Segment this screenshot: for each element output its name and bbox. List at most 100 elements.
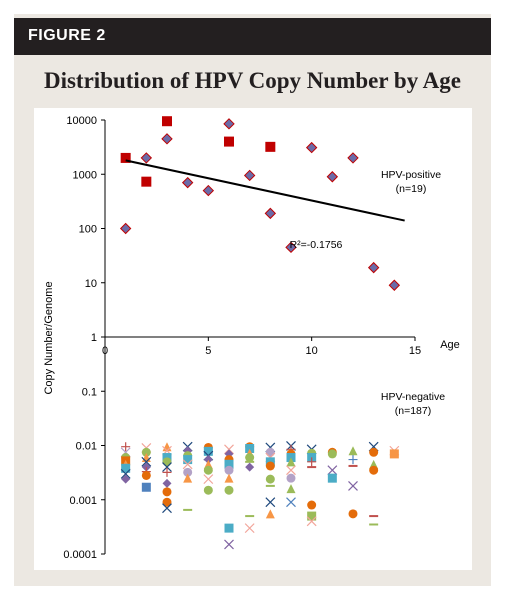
hpv-negative-point: [141, 470, 151, 480]
figure-label: FIGURE 2: [28, 27, 106, 44]
hpv-negative-point: [265, 461, 275, 471]
hpv-positive-point: [243, 169, 256, 182]
hpv-negative-point: [307, 457, 317, 467]
r-squared-label: R²=-0.1756: [290, 239, 343, 251]
hpv-negative-point: [286, 465, 296, 476]
chart-area: 10000 1000 100 10 1 0.1 0.01 0.001 0.0001 0 5 10 15 …: [34, 108, 472, 570]
hpv-negative-point: [141, 462, 151, 472]
hpv-negative-point: [162, 457, 172, 467]
hpv-positive-label: HPV-positive: [381, 169, 441, 181]
hpv-negative-point: [183, 473, 193, 483]
hpv-negative-point: [141, 456, 152, 467]
hpv-negative-point: [245, 453, 255, 463]
hpv-positive-count: (n=19): [396, 183, 427, 195]
hpv-negative-point: [203, 465, 213, 475]
hpv-negative-point: [265, 447, 275, 457]
hpv-positive-point: [119, 222, 132, 235]
hpv-positive-square-point: [265, 141, 276, 152]
hpv-negative-point: [224, 485, 234, 495]
hpv-positive-square-point: [141, 176, 152, 187]
y-tick-label: 10: [85, 278, 97, 290]
hpv-positive-point: [181, 176, 194, 189]
hpv-positive-point: [367, 261, 380, 274]
hpv-negative-point: [245, 462, 255, 472]
hpv-negative-point: [224, 459, 234, 469]
hpv-negative-point: [224, 444, 234, 455]
hpv-positive-points: [119, 116, 401, 291]
x-tick-label: 0: [102, 345, 108, 357]
hpv-negative-point: [224, 473, 234, 483]
x-tick-label: 10: [306, 345, 318, 357]
hpv-negative-point: [286, 484, 296, 494]
hpv-positive-point: [388, 279, 401, 291]
hpv-negative-point: [265, 509, 275, 519]
y-tick-label: 0.1: [82, 386, 97, 398]
y-tick-label: 100: [79, 224, 97, 236]
hpv-negative-point: [162, 462, 172, 473]
hpv-negative-point: [120, 468, 131, 479]
figure-title: Distribution of HPV Copy Number by Age: [43, 68, 462, 93]
hpv-positive-point: [223, 118, 235, 130]
y-tick-label: 1: [91, 332, 97, 344]
hpv-negative-point: [389, 449, 399, 459]
hpv-negative-point: [286, 473, 296, 483]
hpv-negative-point: [162, 442, 172, 452]
hpv-positive-square-point: [120, 152, 131, 163]
hpv-negative-point: [203, 446, 213, 456]
hpv-positive-point: [347, 152, 359, 164]
hpv-negative-point: [224, 539, 234, 550]
y-tick-label: 0.001: [69, 495, 97, 507]
hpv-negative-point: [183, 467, 193, 477]
hpv-positive-point: [264, 207, 277, 220]
hpv-negative-point: [369, 447, 379, 457]
hpv-negative-point: [307, 500, 317, 510]
hpv-negative-point: [162, 503, 172, 514]
hpv-negative-point: [327, 449, 337, 459]
hpv-negative-point: [182, 459, 193, 470]
hpv-negative-label: HPV-negative: [381, 391, 445, 403]
axes: 10000 1000 100 10 1 0.1 0.01 0.001 0.0001 0 5 10 15: [63, 115, 421, 561]
hpv-negative-point: [265, 497, 276, 508]
y-tick-label: 10000: [66, 115, 97, 127]
y-tick-label: 0.01: [76, 441, 97, 453]
hpv-negative-point: [369, 465, 379, 475]
hpv-positive-point: [326, 171, 339, 183]
hpv-positive-point: [161, 133, 173, 145]
hpv-negative-point: [141, 482, 151, 492]
hpv-negative-points: [120, 441, 400, 550]
hpv-positive-square-point: [162, 116, 172, 127]
hpv-negative-point: [203, 474, 214, 485]
hpv-negative-point: [286, 497, 296, 508]
x-tick-label: 15: [409, 345, 421, 357]
hpv-negative-point: [121, 442, 131, 452]
hpv-negative-point: [348, 480, 358, 491]
hpv-positive-point: [305, 141, 318, 154]
hpv-positive-point: [202, 184, 215, 197]
x-axis-label: Age: [440, 339, 460, 351]
y-axis-label: Copy Number/Genome: [43, 281, 55, 394]
hpv-positive-point: [285, 241, 297, 254]
hpv-negative-point: [245, 444, 255, 454]
hpv-positive-square-point: [224, 136, 234, 147]
trendline: [125, 159, 405, 222]
hpv-negative-point: [306, 516, 317, 527]
hpv-negative-point: [203, 455, 213, 465]
hpv-negative-point: [286, 457, 296, 467]
hpv-negative-point: [224, 523, 234, 533]
figure-header-bar: FIGURE 2: [14, 18, 491, 55]
hpv-negative-point: [121, 463, 131, 473]
hpv-positive-point: [140, 152, 153, 164]
hpv-negative-point: [348, 509, 358, 519]
hpv-negative-point: [327, 473, 337, 483]
hpv-negative-point: [348, 455, 358, 465]
hpv-negative-point: [141, 447, 151, 457]
hpv-negative-point: [307, 511, 317, 521]
hpv-negative-point: [203, 485, 213, 495]
x-tick-label: 5: [205, 345, 211, 357]
hpv-negative-point: [224, 465, 234, 475]
hpv-negative-point: [162, 478, 172, 488]
hpv-negative-point: [265, 474, 275, 484]
hpv-negative-point: [183, 455, 193, 465]
y-tick-label: 0.0001: [63, 549, 97, 561]
